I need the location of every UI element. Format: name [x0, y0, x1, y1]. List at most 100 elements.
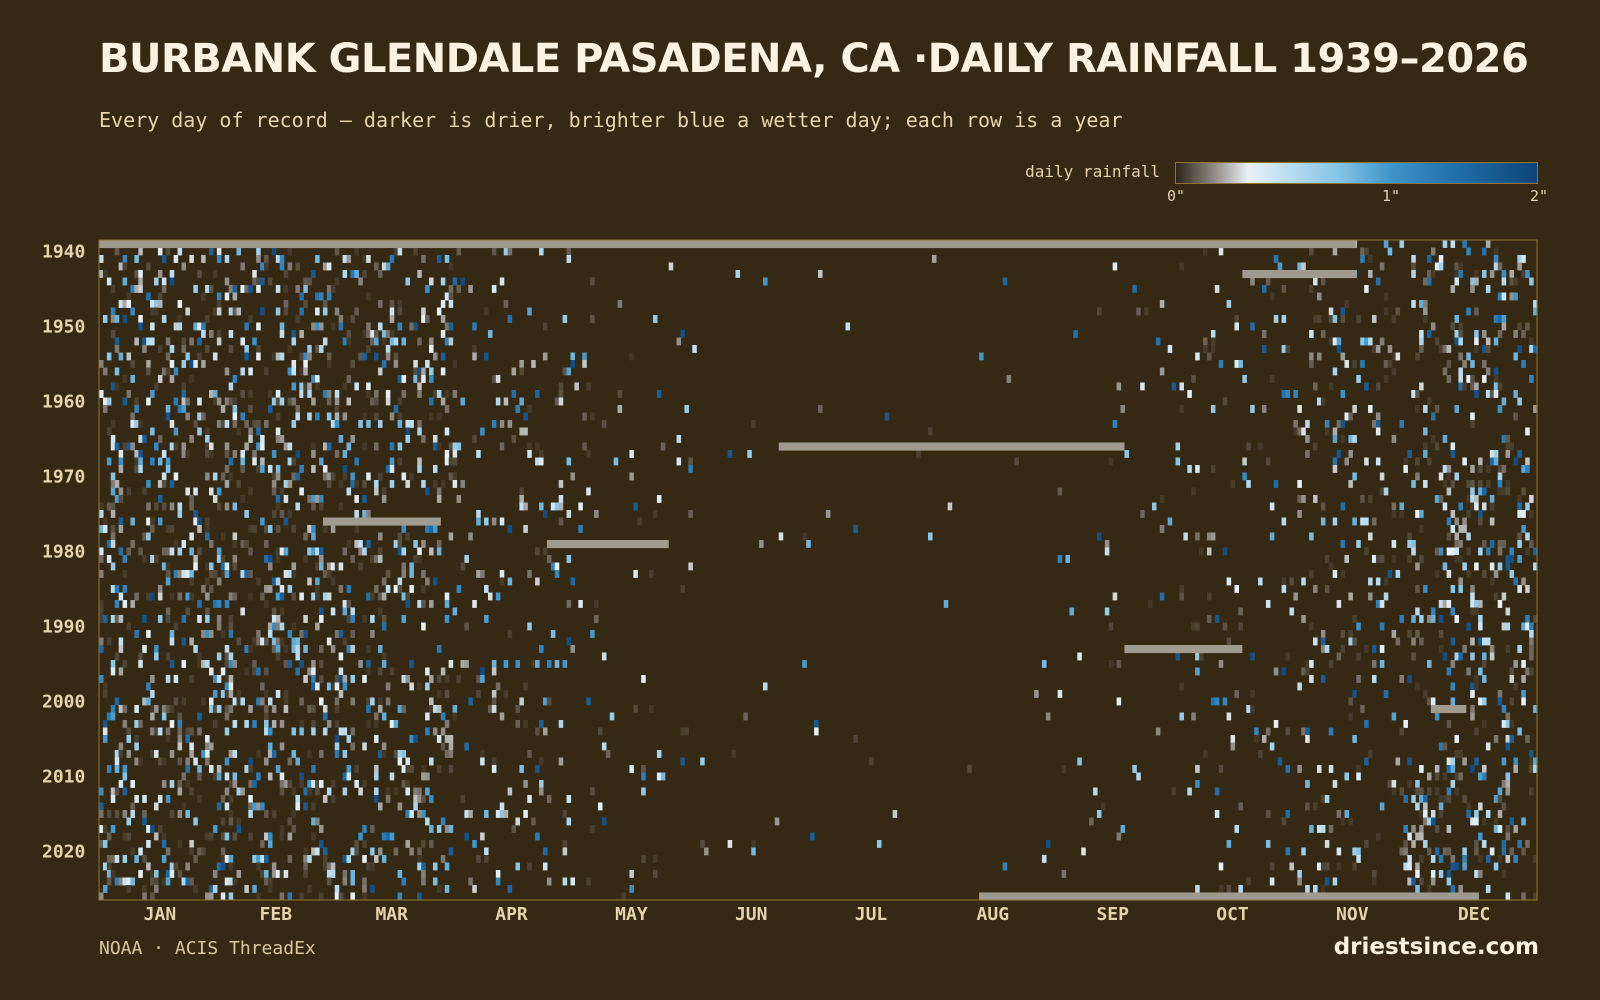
- day-cell: [1203, 247, 1208, 256]
- day-cell: [303, 555, 308, 563]
- day-cell: [264, 555, 269, 563]
- day-cell: [1336, 345, 1342, 353]
- day-cell: [102, 367, 108, 376]
- day-cell: [134, 457, 139, 466]
- day-cell: [1434, 847, 1440, 856]
- day-cell: [1415, 832, 1420, 841]
- day-cell: [165, 457, 171, 466]
- day-cell: [448, 750, 454, 758]
- day-cell: [1391, 367, 1397, 376]
- day-cell: [279, 435, 285, 443]
- day-cell: [205, 832, 210, 841]
- day-cell: [688, 562, 693, 571]
- day-cell: [425, 577, 430, 586]
- day-cell: [1399, 510, 1405, 518]
- day-cell: [374, 352, 379, 361]
- day-cell: [114, 855, 120, 863]
- day-cell: [142, 892, 147, 901]
- day-cell: [256, 630, 261, 638]
- day-cell: [232, 397, 238, 406]
- day-cell: [601, 420, 607, 428]
- day-cell: [570, 472, 576, 481]
- day-cell: [1529, 757, 1534, 766]
- day-cell: [295, 285, 300, 293]
- day-cell: [1265, 277, 1271, 286]
- day-cell: [1368, 405, 1373, 413]
- day-cell: [1470, 495, 1475, 503]
- day-cell: [590, 787, 595, 796]
- day-cell: [1505, 742, 1511, 751]
- day-cell: [212, 397, 218, 406]
- day-cell: [185, 765, 190, 773]
- day-cell: [114, 345, 120, 353]
- day-cell: [1493, 247, 1499, 256]
- day-cell: [275, 285, 281, 293]
- day-cell: [448, 300, 454, 308]
- day-cell: [578, 525, 583, 533]
- day-cell: [1474, 840, 1479, 848]
- day-cell: [102, 825, 108, 833]
- day-cell: [311, 547, 316, 556]
- day-cell: [401, 765, 407, 773]
- day-cell: [366, 255, 371, 263]
- day-cell: [1285, 390, 1291, 398]
- day-cell: [209, 442, 214, 451]
- day-cell: [1533, 405, 1538, 413]
- day-cell: [154, 652, 159, 661]
- day-cell: [1356, 622, 1361, 631]
- day-cell: [334, 397, 340, 406]
- day-cell: [1481, 540, 1487, 548]
- day-cell: [1297, 262, 1302, 271]
- day-cell: [460, 795, 465, 803]
- day-cell: [209, 390, 214, 398]
- day-cell: [1517, 502, 1522, 511]
- day-cell: [334, 247, 340, 256]
- day-cell: [1301, 847, 1306, 856]
- day-cell: [350, 727, 355, 736]
- day-cell: [440, 352, 446, 361]
- day-cell: [1297, 682, 1302, 691]
- day-cell: [425, 315, 430, 323]
- day-cell: [232, 720, 238, 728]
- day-cell: [275, 870, 281, 878]
- day-cell: [118, 457, 124, 466]
- day-cell: [216, 705, 222, 713]
- day-cell: [303, 855, 308, 863]
- day-cell: [193, 645, 198, 653]
- brand-link[interactable]: driestsince.com: [1333, 934, 1539, 960]
- day-cell: [1281, 315, 1287, 323]
- day-cell: [464, 742, 469, 751]
- day-cell: [1493, 390, 1499, 398]
- day-cell: [1458, 337, 1463, 346]
- day-cell: [743, 712, 748, 721]
- day-cell: [1352, 472, 1357, 481]
- day-cell: [1383, 577, 1389, 586]
- day-cell: [110, 502, 116, 511]
- day-cell: [279, 510, 285, 518]
- day-cell: [224, 787, 230, 796]
- day-cell: [1450, 862, 1456, 871]
- day-cell: [491, 690, 497, 698]
- day-cell: [110, 480, 116, 488]
- day-cell: [1328, 337, 1334, 346]
- day-cell: [189, 532, 194, 541]
- day-cell: [1517, 555, 1522, 563]
- day-cell: [1391, 510, 1397, 518]
- day-cell: [1320, 645, 1326, 653]
- day-cell: [1403, 720, 1408, 728]
- day-cell: [236, 690, 242, 698]
- day-cell: [1258, 577, 1263, 586]
- day-cell: [1258, 442, 1263, 451]
- day-cell: [157, 585, 163, 593]
- day-cell: [338, 562, 344, 571]
- day-cell: [1470, 607, 1475, 616]
- day-cell: [1509, 442, 1515, 451]
- day-cell: [212, 390, 218, 398]
- day-cell: [1316, 397, 1322, 406]
- day-cell: [1195, 465, 1200, 473]
- day-cell: [1513, 825, 1518, 833]
- day-cell: [381, 360, 387, 368]
- day-cell: [1206, 615, 1212, 623]
- day-cell: [173, 427, 179, 436]
- day-cell: [220, 472, 226, 481]
